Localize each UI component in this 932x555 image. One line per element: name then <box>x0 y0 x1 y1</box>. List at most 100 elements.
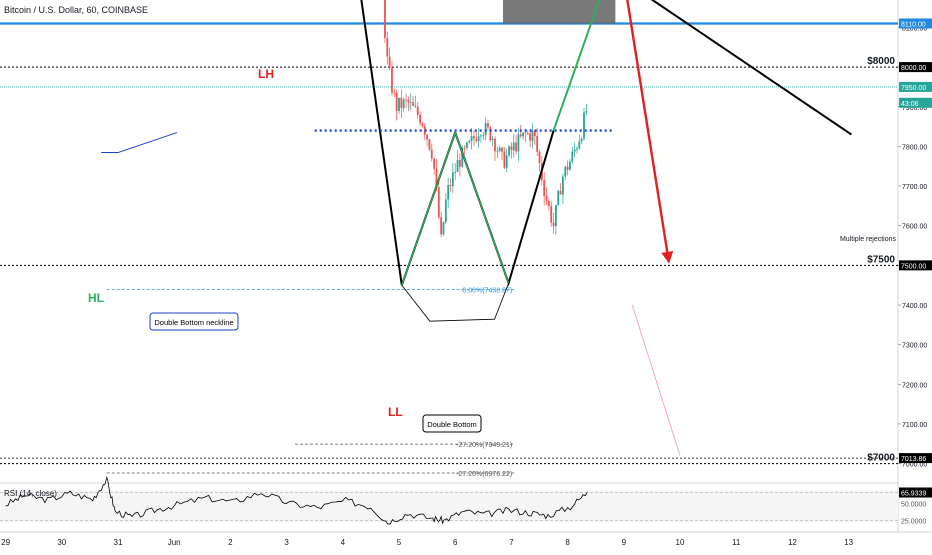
candle-body <box>583 112 585 139</box>
candle-body <box>487 123 489 128</box>
price-level-label: $7500 <box>867 254 895 265</box>
candle-body <box>571 151 574 162</box>
price-badge <box>899 81 932 92</box>
candle-body <box>473 136 475 139</box>
candle-body <box>449 184 452 186</box>
candle-body <box>503 151 506 168</box>
candle-body <box>536 136 539 152</box>
lower-high-label: LH <box>258 67 274 81</box>
price-tick-label: 7700.00 <box>902 184 927 191</box>
price-badge <box>899 18 932 29</box>
candle-body <box>566 166 569 170</box>
candle-body <box>562 176 564 195</box>
price-badges: 9000.008110.008000.007950.0043:067500.00… <box>867 18 932 464</box>
symbol-title: Bitcoin / U.S. Dollar, 60, COINBASE <box>4 5 149 15</box>
candle-body <box>405 99 407 101</box>
price-tick-label: 7900.00 <box>902 105 927 112</box>
resistance-box-layer <box>502 0 616 24</box>
candle-body <box>576 148 578 150</box>
candle-body <box>573 149 576 152</box>
time-tick-label: 30 <box>57 538 66 547</box>
candle-body <box>421 123 424 127</box>
candle-body <box>515 142 517 152</box>
price-badge <box>899 62 932 73</box>
candle-body <box>498 147 501 151</box>
rsi-line <box>5 475 588 525</box>
time-tick-label: 13 <box>844 538 853 547</box>
candle-body <box>400 97 403 109</box>
higher-low-label: HL <box>88 291 104 305</box>
price-badge <box>899 453 932 464</box>
candle-body <box>384 0 386 38</box>
thin-red-projection <box>631 304 681 456</box>
price-badge-label: 7950.00 <box>901 85 926 92</box>
neckline-callout-box <box>149 312 239 331</box>
candle-body <box>526 133 529 134</box>
candle-body <box>524 132 527 134</box>
rsi-band <box>0 490 898 523</box>
time-tick-label: 3 <box>284 538 289 547</box>
candle-body <box>517 134 520 152</box>
candle-body <box>451 172 454 186</box>
candle-body <box>522 132 525 137</box>
candle-body <box>484 123 487 136</box>
double-bottom-callout-pointer <box>401 283 509 322</box>
candle-body <box>402 99 405 109</box>
time-tick-label: 9 <box>622 538 627 547</box>
candle-body <box>510 146 513 151</box>
lower-low-label: LL <box>388 405 403 419</box>
candle-body <box>440 217 443 235</box>
resistance-box <box>502 0 616 24</box>
candle-body <box>468 141 471 143</box>
candle-body <box>578 141 581 149</box>
time-tick-label: 29 <box>1 538 10 547</box>
price-tick-label: 7600.00 <box>902 224 927 231</box>
candle-body <box>538 151 541 164</box>
candle-body <box>508 146 510 156</box>
candle-body <box>386 37 389 57</box>
time-tick-labels: 29 30 31 Jun 2 3 4 5 6 7 8 9 10 11 12 13 <box>1 538 853 547</box>
candle-body <box>519 134 522 137</box>
multiple-rejections-label: Multiple rejections <box>840 236 897 243</box>
candle-body <box>552 222 555 227</box>
candle-body <box>426 134 428 140</box>
annotation-text-layer: LH HL LL Double Bottom neckline Double Botto… <box>88 67 896 429</box>
price-badge-label: 7013.86 <box>901 456 926 463</box>
candle-body <box>531 130 534 141</box>
neckline-callout-text: Double Bottom neckline <box>154 318 233 327</box>
fib-label: -27.20%(7049.21) <box>456 442 512 449</box>
candle-body <box>505 155 508 168</box>
fib-label: 0.00%(7438.87) <box>462 288 512 295</box>
candle-body <box>529 133 532 141</box>
candle-body <box>494 138 496 152</box>
rsi-level-label: 50.0000 <box>901 501 926 508</box>
price-badge <box>899 260 932 271</box>
candle-body <box>435 168 438 188</box>
neckline-callout-pointer <box>101 132 178 154</box>
candle-body <box>461 147 464 167</box>
candle-body <box>416 106 419 115</box>
candle-body <box>391 67 393 93</box>
candle-body <box>482 135 485 136</box>
drawings-layer <box>101 0 852 456</box>
candle-body <box>456 159 459 172</box>
time-tick-label: 2 <box>228 538 233 547</box>
price-badge-label: 7500.00 <box>901 263 926 270</box>
price-badge <box>899 97 932 108</box>
candle-body <box>414 105 417 107</box>
price-tick-label: 8100.00 <box>902 25 927 32</box>
rsi-title: RSI (14, close) <box>4 489 57 498</box>
price-badge-label: 8110.00 <box>901 21 926 28</box>
time-tick-label: 5 <box>397 538 402 547</box>
candle-body <box>569 161 571 170</box>
candle-body <box>475 138 478 142</box>
candle-body <box>447 184 450 200</box>
green-swing <box>401 130 510 286</box>
price-tick-label: 7200.00 <box>902 382 927 389</box>
price-tick-label: 7800.00 <box>902 144 927 151</box>
rsi-level-label: 25.0000 <box>901 519 926 526</box>
candle-body <box>466 142 468 149</box>
candle-body <box>428 139 431 150</box>
candle-body <box>585 111 588 113</box>
